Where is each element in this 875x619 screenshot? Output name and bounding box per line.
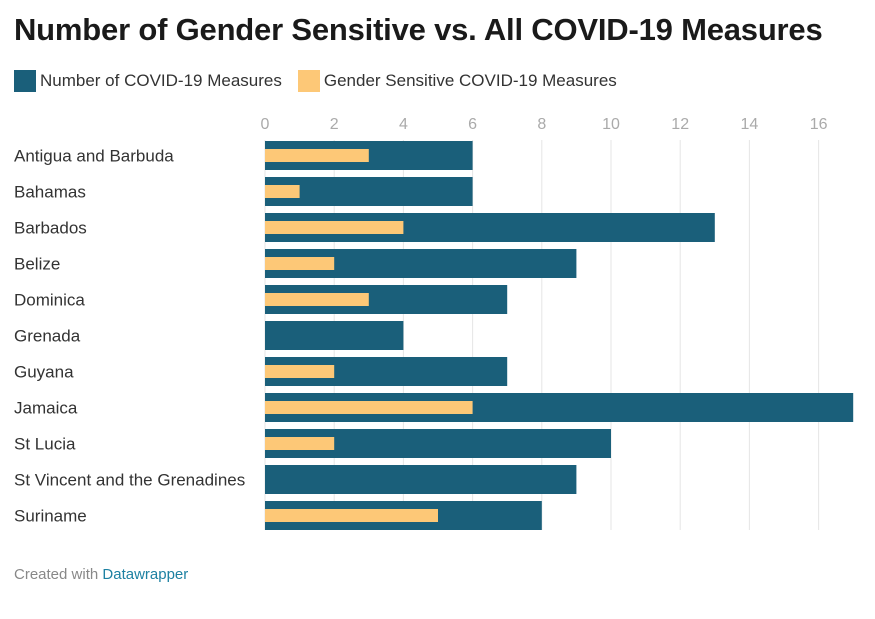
category-label: Suriname [14,507,87,526]
x-tick-label: 4 [399,116,408,133]
bar-gender [265,257,335,270]
category-label: Jamaica [14,399,78,418]
category-label: Dominica [14,291,85,310]
category-label: Grenada [14,327,81,346]
category-label: Belize [14,255,60,274]
bar-gender [265,293,369,306]
category-label: St Lucia [14,435,76,454]
category-label: Antigua and Barbuda [14,147,174,166]
x-tick-label: 16 [810,116,828,133]
legend: Number of COVID-19 Measures Gender Sensi… [14,70,633,92]
bar-total [265,321,404,350]
category-label: St Vincent and the Grenadines [14,471,245,490]
category-label: Guyana [14,363,74,382]
bar-gender [265,185,300,198]
category-label: Bahamas [14,183,86,202]
x-tick-label: 0 [261,116,270,133]
x-tick-label: 6 [468,116,477,133]
datawrapper-link[interactable]: Datawrapper [102,566,189,583]
legend-label-gender: Gender Sensitive COVID-19 Measures [323,71,617,90]
legend-swatch-gender [297,70,320,92]
x-tick-label: 12 [671,116,689,133]
bar-gender [265,149,369,162]
x-tick-label: 14 [741,116,759,133]
legend-item-gender: Gender Sensitive COVID-19 Measures [297,70,617,92]
bar-gender [265,509,438,522]
bar-total [265,465,577,494]
category-label: Barbados [14,219,87,238]
bar-gender [265,221,404,234]
legend-label-total: Number of COVID-19 Measures [40,71,282,90]
legend-item-total: Number of COVID-19 Measures [14,70,282,92]
footer-prefix: Created with [14,566,99,583]
x-tick-label: 10 [602,116,620,133]
bar-chart: 0 2 4 6 8 10 12 14 16 Antigua and Barbuda Bahamas B… [14,116,854,530]
legend-swatch-total [14,70,36,92]
bar-gender [265,365,335,378]
bar-gender [265,437,335,450]
chart-title: Number of Gender Sensitive vs. All COVID… [14,12,823,47]
bar-gender [265,401,473,414]
x-tick-label: 2 [330,116,339,133]
footer: Created with Datawrapper [14,566,188,583]
x-tick-label: 8 [537,116,546,133]
